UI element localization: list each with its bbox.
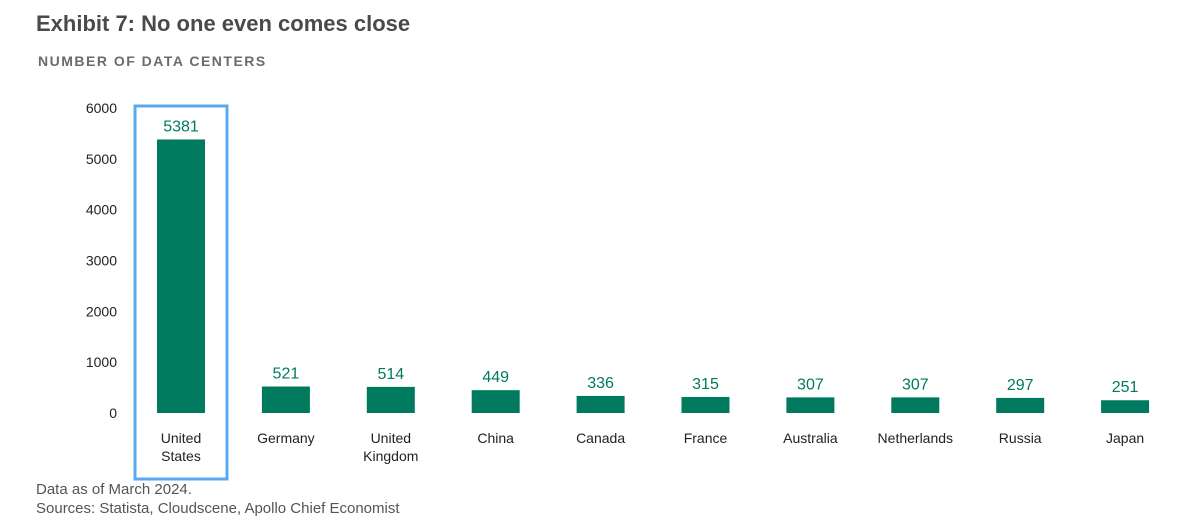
sources-note: Sources: Statista, Cloudscene, Apollo Ch… — [36, 500, 400, 517]
x-tick-label: Russia — [999, 430, 1042, 446]
bar — [576, 395, 625, 413]
x-tick-label: United States — [161, 430, 201, 464]
y-tick-label: 4000 — [86, 202, 117, 218]
chart-title: Exhibit 7: No one even comes close — [36, 11, 411, 36]
bar — [891, 397, 940, 413]
data-label: 251 — [1112, 379, 1139, 396]
x-tick-label: China — [477, 430, 514, 446]
bar — [1101, 400, 1150, 413]
x-tick-label: Netherlands — [878, 430, 954, 446]
highlight-box — [133, 104, 229, 481]
y-tick-label: 0 — [109, 405, 117, 421]
x-tick-label: Canada — [576, 430, 625, 446]
x-tick-label: Australia — [783, 430, 838, 446]
bar — [366, 386, 415, 413]
data-label: 449 — [482, 369, 509, 386]
y-tick-label: 1000 — [86, 354, 117, 370]
data-label: 297 — [1007, 377, 1034, 394]
y-tick-label: 2000 — [86, 303, 117, 319]
data-label: 521 — [273, 366, 300, 383]
bar — [261, 386, 310, 413]
y-tick-label: 6000 — [86, 100, 117, 116]
data-label: 336 — [587, 375, 614, 392]
data-label: 307 — [797, 376, 824, 393]
data-label: 307 — [902, 376, 929, 393]
x-tick-label: Germany — [257, 430, 315, 446]
data-note: Data as of March 2024. — [36, 481, 192, 498]
data-label: 315 — [692, 376, 719, 393]
x-tick-label: United Kingdom — [363, 430, 418, 464]
x-tick-label: France — [684, 430, 728, 446]
chart-subtitle: NUMBER OF DATA CENTERS — [38, 53, 267, 69]
x-tick-label: Japan — [1106, 430, 1144, 446]
bar — [786, 397, 835, 413]
data-label: 514 — [377, 366, 404, 383]
bar — [681, 396, 730, 413]
bar — [471, 390, 520, 413]
data-label: 5381 — [163, 118, 199, 135]
bar — [996, 397, 1045, 413]
y-tick-label: 3000 — [86, 253, 117, 269]
bar — [157, 139, 205, 414]
y-tick-label: 5000 — [86, 151, 117, 167]
